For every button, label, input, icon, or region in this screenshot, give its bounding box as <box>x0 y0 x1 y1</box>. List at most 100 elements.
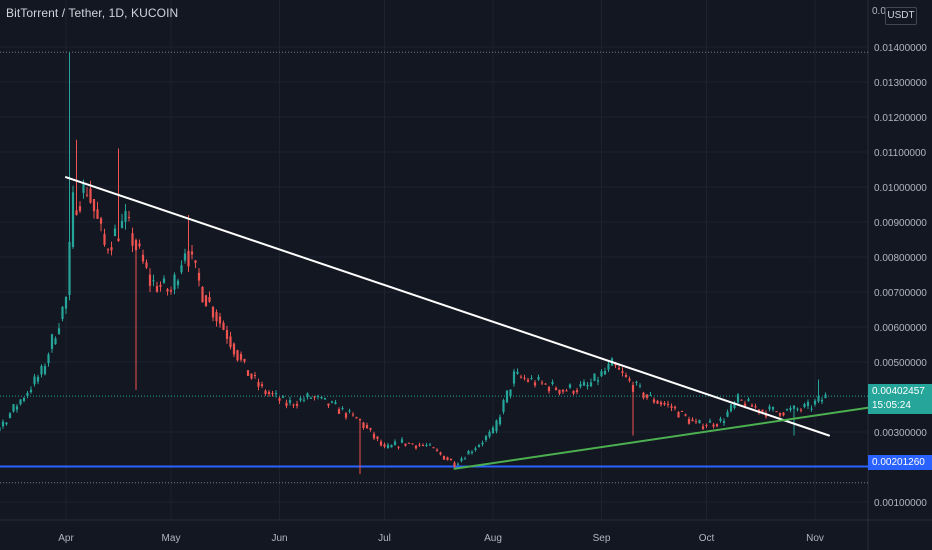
candle-body <box>306 393 309 398</box>
candle-body <box>138 243 141 247</box>
candle-body <box>778 412 782 416</box>
y-tick-label: 0.01400000 <box>874 43 927 54</box>
candle-body <box>614 364 617 366</box>
candle-body <box>810 408 813 410</box>
candle-body <box>635 381 638 383</box>
candle-body <box>495 420 498 432</box>
candle-body <box>736 394 740 403</box>
candle-body <box>169 290 173 292</box>
y-tick-label: 0.00800000 <box>874 253 927 264</box>
candle-body <box>225 329 229 339</box>
y-tick-label: 0.00100000 <box>874 498 927 509</box>
candle-body <box>176 280 180 286</box>
candle-body <box>253 375 257 377</box>
candle-body <box>624 374 628 377</box>
candle-body <box>439 452 442 455</box>
candle-body <box>208 297 211 302</box>
last-price-tag: 0.00402457 15:05:24 <box>868 384 932 414</box>
candle-body <box>117 238 120 241</box>
candle-body <box>491 427 495 434</box>
candle-body <box>183 253 187 261</box>
candle-body <box>379 441 383 446</box>
candle-body <box>691 419 694 422</box>
candle-body <box>61 306 64 319</box>
candle-body <box>407 442 411 444</box>
candle-body <box>533 382 537 386</box>
support-trendline <box>453 404 883 470</box>
candle-body <box>267 392 271 395</box>
candle-body <box>127 216 131 218</box>
candle-body <box>705 424 708 426</box>
candle-body <box>554 387 558 391</box>
candle-body <box>75 210 78 215</box>
candle-body <box>817 396 820 402</box>
candle-body <box>537 376 540 380</box>
candle-body <box>600 371 603 377</box>
candle-body <box>229 336 232 348</box>
candle-body <box>400 439 404 443</box>
candle-body <box>505 390 509 403</box>
candle-body <box>645 394 649 398</box>
candle-body <box>397 446 400 448</box>
candle-body <box>659 402 663 405</box>
candle-body <box>390 444 393 448</box>
candle-body <box>295 403 299 406</box>
candle-body <box>456 463 460 465</box>
candle-body <box>313 396 316 398</box>
candle-body <box>236 350 239 361</box>
candle-body <box>351 414 355 416</box>
candle-body <box>22 398 26 401</box>
candle-body <box>596 380 600 382</box>
candle-body <box>516 371 519 374</box>
candle-body <box>148 274 152 286</box>
candle-body <box>218 316 222 324</box>
candle-body <box>477 444 481 447</box>
candle-body <box>771 407 775 410</box>
candle-body <box>792 405 796 409</box>
candle-body <box>40 365 43 375</box>
candle-body <box>355 417 358 419</box>
candle-body <box>575 390 579 393</box>
candle-body <box>369 427 372 430</box>
candle-body <box>330 401 334 403</box>
x-tick-label: Jul <box>378 533 391 544</box>
candle-body <box>281 396 285 398</box>
candle-body <box>530 378 533 380</box>
candle-body <box>820 399 824 402</box>
candle-body <box>806 401 810 406</box>
y-tick-label: 0.01000000 <box>874 183 927 194</box>
candle-body <box>173 274 176 290</box>
candle-body <box>106 249 110 251</box>
candle-body <box>449 458 453 461</box>
candle-body <box>222 322 225 330</box>
candle-body <box>215 312 218 322</box>
candle-body <box>638 385 642 387</box>
candle-body <box>372 433 376 439</box>
candle-body <box>526 379 530 382</box>
candle-body <box>698 419 701 424</box>
candle-body <box>278 398 281 401</box>
candle-body <box>470 451 474 454</box>
candle-body <box>243 359 246 362</box>
candle-body <box>92 199 96 212</box>
candle-body <box>586 384 589 387</box>
candle-body <box>747 399 750 402</box>
candle-body <box>589 382 593 387</box>
currency-badge[interactable]: USDT <box>885 7 917 25</box>
candle-body <box>432 447 435 449</box>
candle-body <box>715 424 719 427</box>
candle-body <box>582 382 586 386</box>
candle-body <box>29 389 33 393</box>
candle-body <box>15 406 19 410</box>
candle-body <box>782 412 785 416</box>
candle-body <box>754 406 757 408</box>
candle-body <box>0 427 1 432</box>
candle-body <box>383 444 386 447</box>
candle-body <box>131 233 134 246</box>
candle-body <box>57 328 61 334</box>
candle-body <box>701 426 705 429</box>
candle-body <box>358 419 362 421</box>
candle-body <box>323 397 327 400</box>
candle-body <box>299 398 302 401</box>
